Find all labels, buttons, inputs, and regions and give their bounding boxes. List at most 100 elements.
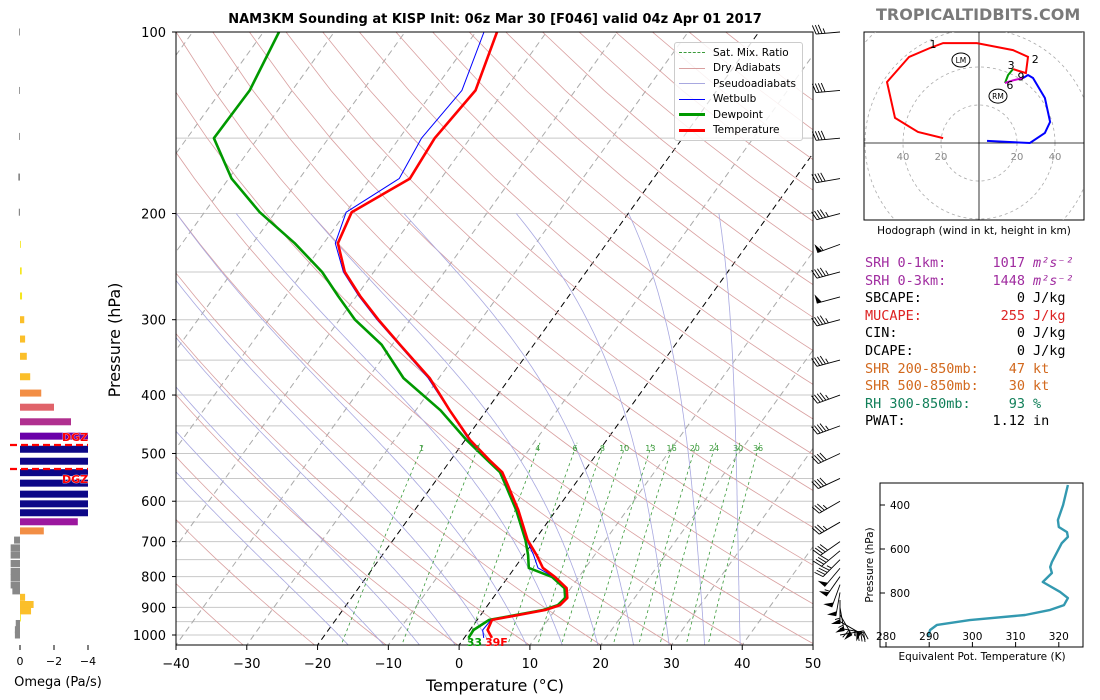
legend-item-mixing-ratio: Sat. Mix. Ratio (679, 45, 802, 61)
isotherm (176, 32, 547, 548)
legend-item-pseudoadiabats: Pseudoadiabats (679, 76, 802, 92)
mixing-ratio-label: 30 (733, 444, 743, 453)
pseudoadiabat (176, 471, 349, 645)
barb-feather (819, 355, 826, 365)
barb-feather (820, 565, 830, 571)
theta-e-frame (879, 482, 1084, 648)
dry-adiabat (322, 32, 813, 455)
legend: Sat. Mix. Ratio Dry Adiabats Pseudoadiab… (674, 42, 803, 141)
barb-staff (816, 89, 841, 93)
omega-axis-label: Omega (Pa/s) (14, 675, 102, 690)
barb-feather (814, 505, 823, 513)
index-value: 0 (1016, 325, 1025, 342)
hodograph-ring-label: 20 (1011, 152, 1024, 163)
mixing-ratio-line (466, 442, 541, 645)
wind-barb (811, 315, 841, 327)
pseudoadiabat (176, 430, 385, 645)
omega-bar (18, 208, 20, 216)
barb-staff (818, 478, 841, 489)
y-tick-label: 800 (141, 571, 166, 586)
index-unit: J/kg (1033, 342, 1066, 359)
omega-bar (10, 581, 20, 589)
index-row: PWAT: 1.12 in (865, 413, 1074, 431)
barb-feather (817, 173, 823, 182)
omega-bar (20, 527, 44, 535)
barb-feather (860, 631, 863, 642)
omega-bar (20, 373, 31, 381)
barb-feather (814, 425, 821, 434)
dry-adiabat (176, 272, 602, 645)
barb-flag (844, 631, 852, 640)
barb-half-feather (822, 525, 828, 531)
storm-motion-label: RM (992, 92, 1004, 101)
barb-staff (816, 359, 841, 367)
index-label: SHR 500-850mb: (865, 378, 979, 395)
omega-bar (14, 626, 20, 634)
wind-barb (818, 576, 841, 597)
index-value: 1448 (992, 272, 1025, 289)
omega-bar (20, 593, 26, 601)
barb-staff (818, 521, 841, 535)
y-tick-label: 200 (141, 208, 166, 223)
mixing-ratio-line (537, 442, 605, 645)
index-value: 1017 (992, 255, 1025, 271)
mixing-ratio-label: 36 (753, 444, 763, 453)
omega-bar (10, 559, 20, 567)
barb-feather (819, 423, 827, 432)
index-row: DCAPE: 0 J/kg (865, 343, 1074, 361)
index-label: SRH 0-1km: (865, 255, 947, 271)
barb-feather (819, 209, 826, 218)
index-unit: J/kg (1033, 290, 1066, 307)
barb-feather (814, 131, 820, 141)
barb-feather (814, 357, 821, 366)
index-row: SRH 0-3km: 1448 m²s⁻² (865, 273, 1074, 291)
index-row: SHR 200-850mb: 47 kt (865, 361, 1074, 379)
barb-flag (831, 619, 840, 624)
y-tick-label: 400 (141, 389, 166, 404)
omega-bar (12, 587, 20, 595)
legend-label: Dewpoint (713, 108, 763, 121)
mixing-ratio-label: 16 (666, 444, 676, 453)
barb-feather (817, 24, 823, 34)
pseudoadiabat (176, 386, 420, 645)
wind-barb (811, 130, 841, 141)
barb-half-feather (853, 630, 857, 636)
barb-feather (820, 130, 826, 140)
barb-feather (814, 480, 822, 488)
barb-feather (816, 453, 825, 462)
barb-feather (811, 83, 817, 93)
barb-feather (812, 549, 821, 556)
index-label: CIN: (865, 325, 898, 342)
dgz-label: DGZ (62, 473, 88, 486)
barb-staff (825, 576, 841, 597)
barb-half-feather (825, 211, 829, 217)
barb-feather (819, 452, 827, 461)
theta-e-x-tick-label: 280 (876, 631, 896, 643)
barb-feather (816, 393, 824, 402)
dry-adiabat (0, 32, 175, 648)
barb-feather (842, 629, 850, 638)
omega-bar (19, 28, 20, 36)
barb-feather (817, 268, 823, 277)
mixing-ratio-labels: 1 2 4 6 8 10 13 16 20 24 30 36 (419, 444, 763, 453)
hodograph-ring-label: 20 (935, 152, 948, 163)
omega-bar (10, 551, 20, 559)
legend-label: Dry Adiabats (713, 62, 781, 75)
barb-feather (817, 130, 823, 140)
theta-e-y-tick-label: 600 (890, 544, 910, 556)
index-label: DCAPE: (865, 342, 914, 359)
index-unit: kt (1033, 378, 1050, 395)
omega-bar (20, 509, 88, 517)
isotherm (246, 32, 689, 645)
pseudoadiabat (310, 213, 599, 645)
y-tick-label: 600 (141, 495, 166, 510)
barb-feather (814, 24, 820, 35)
x-axis-label: Temperature (°C) (425, 676, 564, 695)
legend-item-wetbulb: Wetbulb (679, 92, 802, 108)
barb-half-feather (819, 246, 824, 251)
barb-staff (816, 137, 841, 141)
barb-flag (814, 244, 823, 253)
barb-feather (814, 316, 821, 326)
barb-feather (814, 269, 821, 278)
omega-bar (20, 614, 21, 622)
